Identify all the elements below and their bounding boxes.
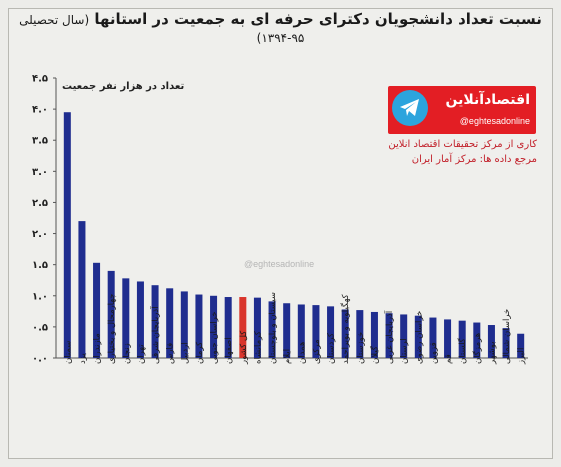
x-tick-label: خراسان جنوبی [210,311,220,364]
x-tick-label: مرکزی [312,339,322,364]
bar [268,301,276,358]
x-tick-label: سیستان و بلوچستان [268,292,278,364]
y-tick-label: ۰.۵ [32,322,48,333]
watermark: @eghtesadonline [244,259,315,269]
x-tick-label: اصفهان [224,337,234,364]
bar [283,303,291,358]
y-tick-label: ۴.۵ [32,74,48,85]
infographic-frame [8,8,553,459]
bar [444,319,452,358]
x-tick-label: تهران [136,344,146,364]
y-tick-label: ۴.۰ [32,105,48,116]
y-tick-label: ۲.۵ [32,198,48,209]
x-tick-label: کرمان [195,341,205,364]
x-tick-label: آذربایجان غربی [383,310,395,364]
bar [341,309,349,358]
x-tick-label: همدان [297,342,307,364]
bar [502,328,510,358]
x-tick-label: قم [444,354,454,364]
x-tick-label: مازندران [93,333,103,364]
y-axis-unit-label: تعداد در هزار نفر جمعیت [62,81,185,92]
x-tick-label: آذربایجان شرقی [149,306,161,364]
bar [312,305,320,358]
source-credit: کاری از مرکز تحقیقات اقتصاد انلاین مرجع … [388,137,537,167]
bar [414,315,422,358]
x-tick-label: خراسان شمالی [502,309,512,364]
bar [356,310,364,358]
bar [166,288,174,358]
x-tick-label: بوشهر [487,342,497,366]
x-tick-label: لرستان [400,338,410,364]
bar [429,317,437,358]
source-line: مرجع داده ها: مرکز آمار ایران [411,154,537,165]
bar [151,285,159,358]
x-tick-label: اردبیل [180,342,190,364]
y-tick-label: ۱.۵ [32,260,48,271]
y-tick-label: ۲.۰ [32,229,48,240]
x-tick-label: ایلام [283,349,293,364]
bar [93,262,101,358]
bar [517,333,525,358]
x-tick-label: گیلان [369,345,380,364]
y-tick-label: ۰.۰ [32,354,48,365]
x-tick-label: کل کشور [239,330,249,365]
brand-name: اقتصادآنلاین [445,92,530,108]
bar [458,320,466,358]
x-tick-label: یزد [78,353,88,364]
bar [400,314,408,358]
bar [327,306,335,358]
brand-logo-box: اقتصادآنلاین @eghtesadonline [388,86,536,134]
x-tick-label: فارس [166,343,176,364]
y-tick-label: ۳.۰ [32,167,48,178]
chart-title-period: (سال تحصیلی ۹۵-۱۳۹۴) [19,13,305,45]
bar [370,311,378,358]
bar [224,297,232,358]
bar [122,278,130,358]
x-tick-label: زنجان [122,343,132,364]
bar [63,112,71,358]
bar [78,221,86,358]
x-tick-label: سمنان [63,341,73,364]
x-tick-label: چهارمحال و بختیاری [107,293,117,364]
chart-title: نسبت تعداد دانشجویان دکترای حرفه ای به ج… [0,10,561,46]
x-tick-label: کردستان [327,332,337,364]
bar [107,270,115,358]
x-tick-label: هرمزگان [472,333,483,364]
x-tick-label: گلستان [457,337,468,364]
brand-handle: @eghtesadonline [459,116,530,126]
x-tick-label: قزوین [429,342,439,364]
bar [385,313,393,358]
x-tick-label: کهگیلویه و بویراحمد [340,293,351,364]
x-tick-label: خراسان رضوی [414,311,424,364]
x-tick-label: کرمانشاه [253,330,263,364]
bar [180,291,188,358]
chart-title-main: نسبت تعداد دانشجویان دکترای حرفه ای به ج… [94,10,542,28]
bar [210,295,218,358]
bar [239,297,247,358]
x-tick-label: خوزستان [356,332,366,364]
telegram-icon [392,90,428,126]
y-tick-label: ۱.۰ [32,291,48,302]
credit-line: کاری از مرکز تحقیقات اقتصاد انلاین [388,139,537,150]
bar [195,294,203,358]
bar [297,304,305,358]
bar [473,322,481,358]
bar [487,325,495,358]
x-tick-label: البرز [517,348,527,365]
y-tick-label: ۳.۵ [32,136,48,147]
bar [136,281,144,358]
bar [253,297,261,358]
